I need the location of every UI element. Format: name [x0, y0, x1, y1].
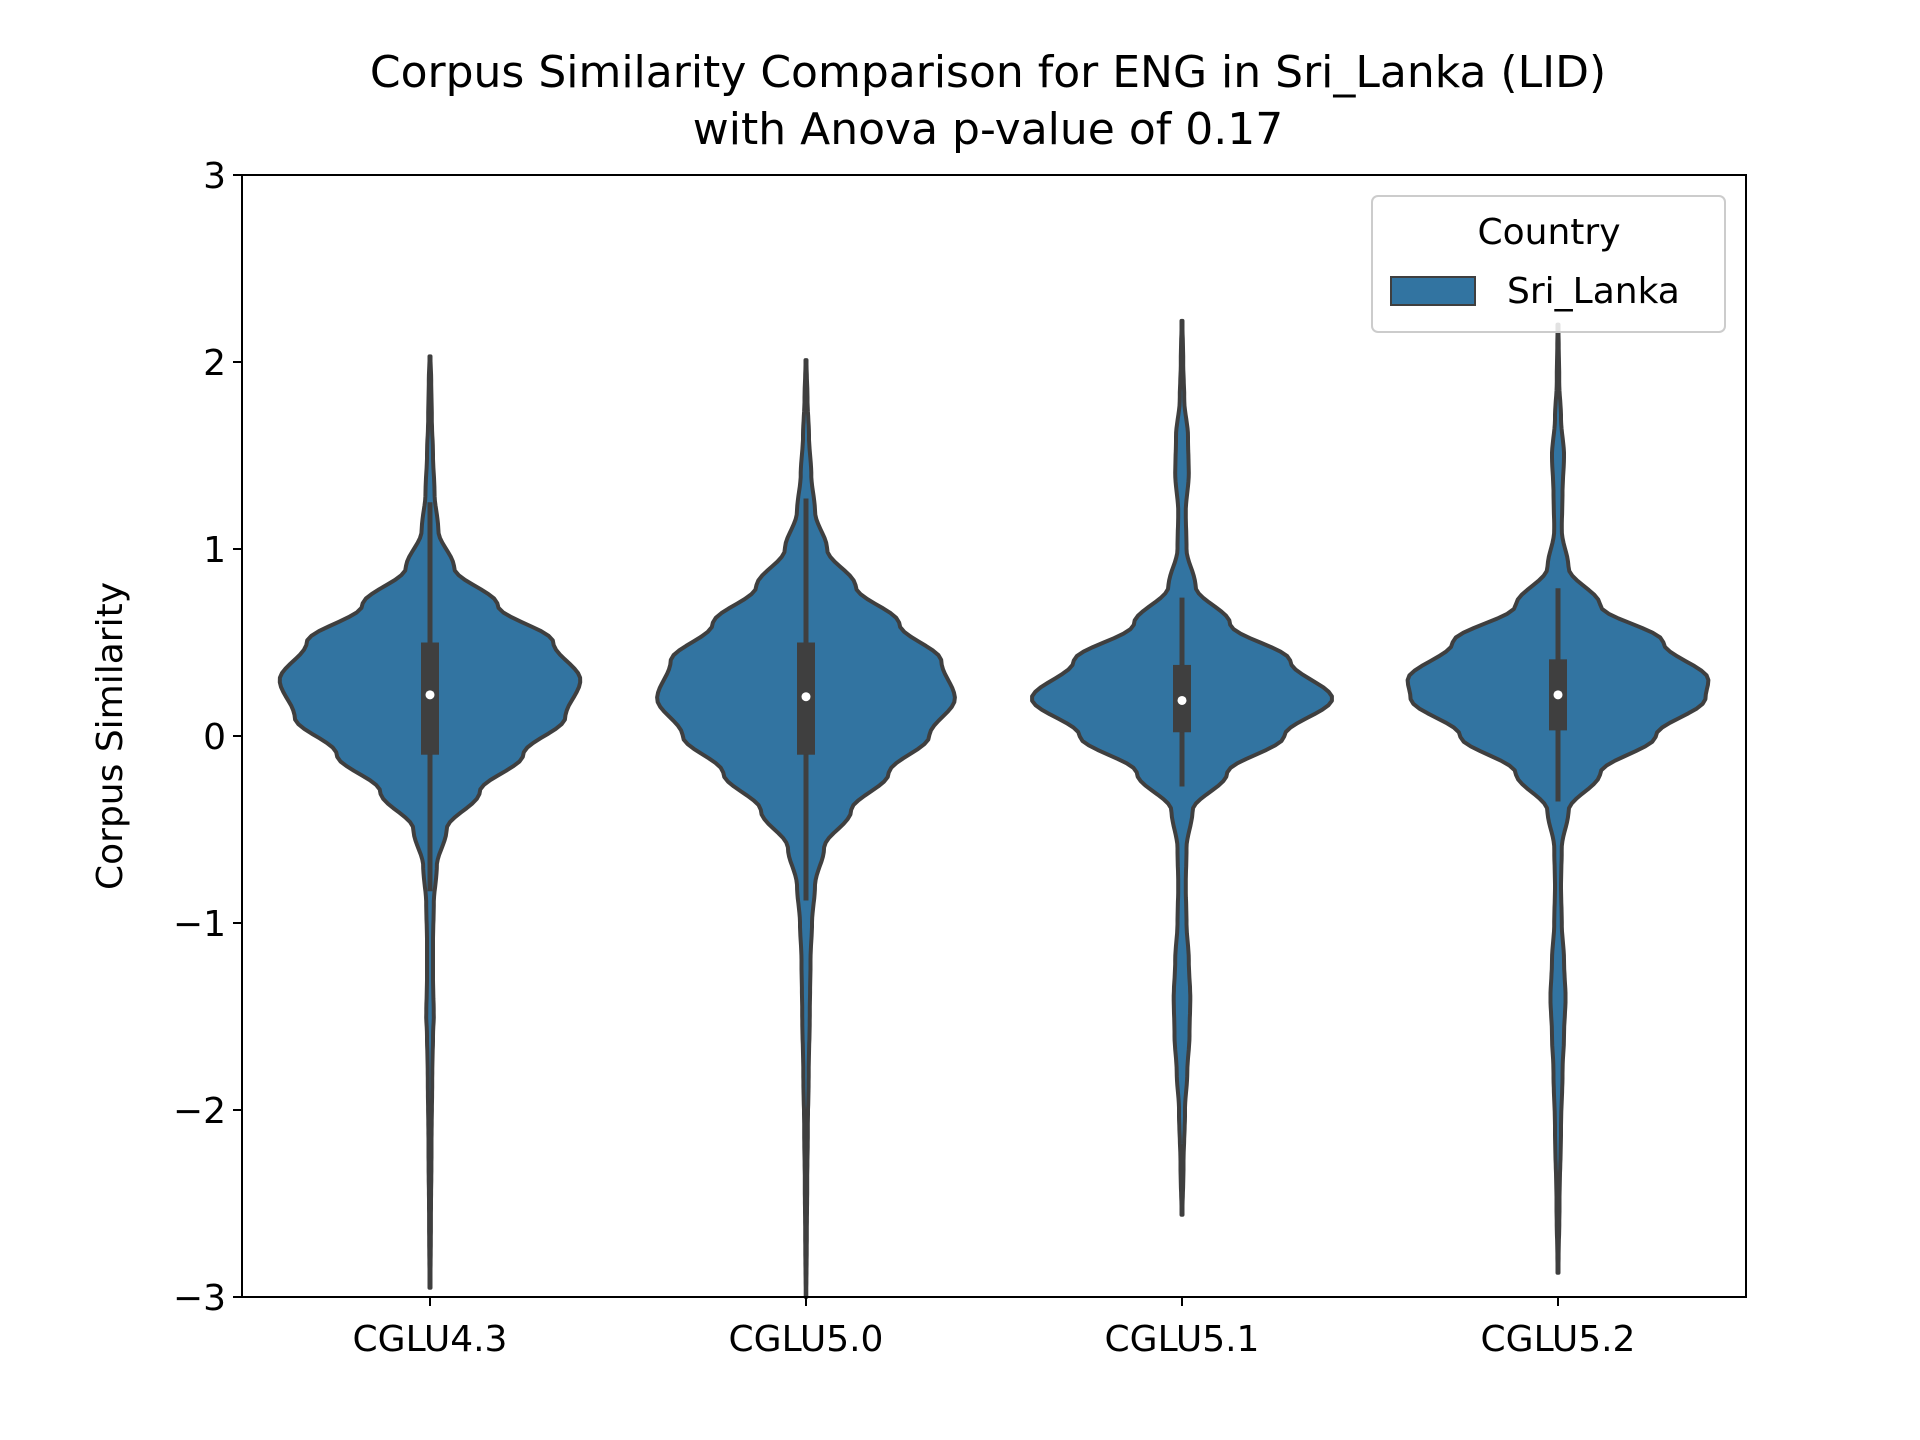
y-tick-label: −3: [173, 1278, 226, 1319]
y-tick-label: 3: [203, 156, 226, 197]
median-dot-CGLU5.0: [801, 692, 811, 702]
legend-swatch-sri-lanka: [1390, 276, 1476, 306]
x-tick-label: CGLU5.1: [1105, 1319, 1260, 1360]
y-axis-label: Corpus Similarity: [90, 582, 131, 890]
x-tick-label: CGLU5.2: [1481, 1319, 1636, 1360]
y-tick-label: −1: [173, 904, 226, 945]
legend: Country Sri_Lanka: [1371, 195, 1726, 333]
median-dot-CGLU4.3: [425, 690, 435, 700]
y-tick-label: 0: [203, 717, 226, 758]
y-tick-label: 2: [203, 343, 226, 384]
x-tick-label: CGLU5.0: [729, 1319, 884, 1360]
violins-layer: [277, 318, 1711, 1299]
y-tick-label: −2: [173, 1091, 226, 1132]
median-dot-CGLU5.1: [1177, 695, 1187, 705]
median-dot-CGLU5.2: [1553, 690, 1563, 700]
legend-label-sri-lanka: Sri_Lanka: [1507, 271, 1680, 312]
y-tick-label: 1: [203, 530, 226, 571]
plot-frame: [241, 174, 1747, 1298]
y-axis: −3 −2 −1 0 1 2 3: [173, 156, 242, 1319]
x-axis: CGLU4.3 CGLU5.0 CGLU5.1 CGLU5.2: [353, 1297, 1636, 1360]
legend-title: Country: [1477, 212, 1620, 253]
chart-title-line2: with Anova p-value of 0.17: [693, 104, 1283, 155]
chart-title-line1: Corpus Similarity Comparison for ENG in …: [370, 47, 1606, 98]
x-tick-label: CGLU4.3: [353, 1319, 508, 1360]
